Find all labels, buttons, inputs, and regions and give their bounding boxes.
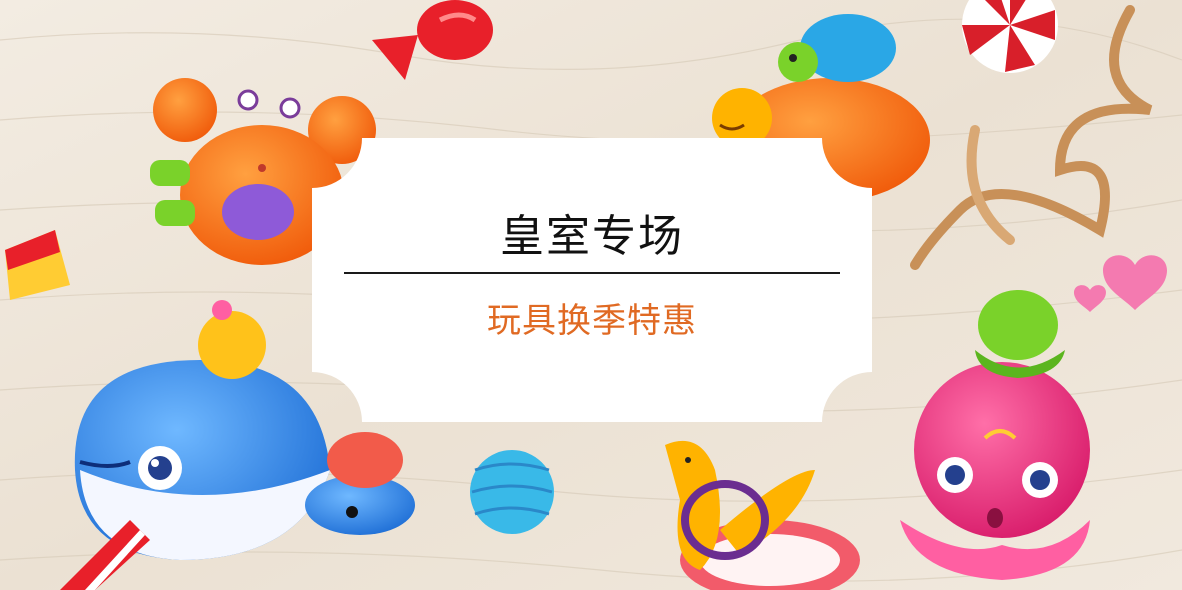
banner-card: 皇室专场 玩具换季特惠 xyxy=(312,138,872,422)
candy-stick-icon xyxy=(60,520,150,590)
peppermint-candy-icon xyxy=(962,0,1058,73)
crab-toy-icon xyxy=(150,78,376,265)
banner-title: 皇室专场 xyxy=(500,211,684,262)
seal-toy-icon xyxy=(665,440,860,590)
title-divider xyxy=(344,272,840,274)
heart-icon xyxy=(1073,255,1168,312)
candy-icon xyxy=(372,0,493,80)
candy-wedge-icon xyxy=(5,230,70,300)
ribbon-icon xyxy=(910,5,1153,270)
ball-icon xyxy=(470,450,554,534)
octopus-toy-icon xyxy=(900,290,1090,580)
ticket-shape xyxy=(312,138,872,422)
banner-subtitle: 玩具换季特惠 xyxy=(487,301,697,341)
